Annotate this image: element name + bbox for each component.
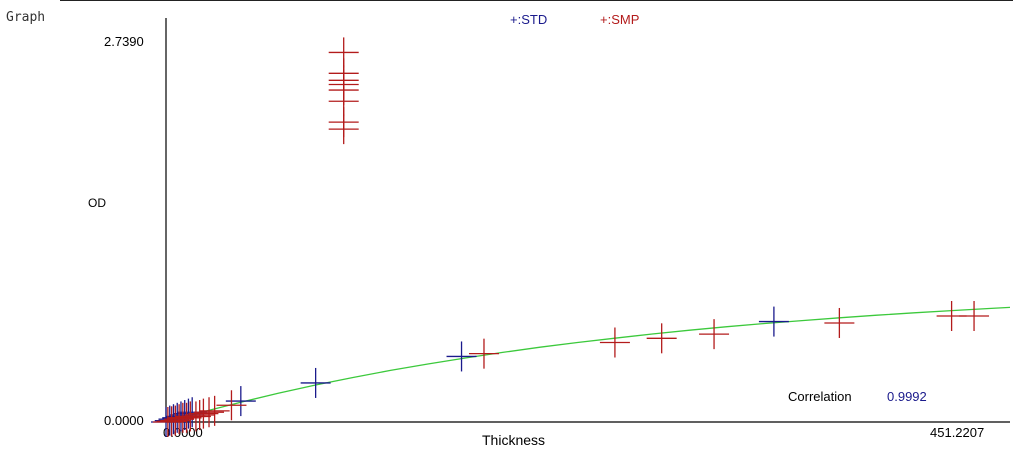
std-point-10 xyxy=(446,341,477,372)
smp-point-21 xyxy=(468,338,499,369)
smp-point-5 xyxy=(171,402,202,433)
x-axis-max-label: 451.2207 xyxy=(930,425,985,440)
smp-point-10 xyxy=(194,397,225,428)
y-axis-min-label: 0.0000 xyxy=(104,413,144,428)
smp-point-8 xyxy=(184,400,215,431)
smp-point-23 xyxy=(646,323,677,354)
y-axis-label: OD xyxy=(88,196,106,210)
legend-std: +:STD xyxy=(510,12,548,27)
x-axis-label: Thickness xyxy=(482,432,546,448)
window-title: Graph xyxy=(6,10,46,25)
std-point-8 xyxy=(225,386,256,417)
smp-point-11 xyxy=(199,395,230,426)
std-point-11 xyxy=(758,306,789,337)
smp-point-12 xyxy=(216,390,247,421)
smp-point-24 xyxy=(699,319,730,350)
smp-point-7 xyxy=(180,401,211,432)
correlation-value: 0.9992 xyxy=(887,389,927,404)
smp-point-0 xyxy=(152,407,183,437)
smp-point-3 xyxy=(164,404,195,435)
y-axis-max-label: 2.7390 xyxy=(104,34,144,49)
smp-point-1 xyxy=(156,406,187,437)
smp-point-2 xyxy=(160,405,191,436)
fit-curve-line xyxy=(165,306,1011,423)
smp-point-20 xyxy=(328,114,359,145)
std-point-9 xyxy=(300,367,331,398)
smp-point-22 xyxy=(599,327,630,358)
smp-point-25 xyxy=(824,307,855,338)
smp-point-9 xyxy=(188,398,219,429)
correlation-label: Correlation xyxy=(788,389,852,404)
legend-smp: +:SMP xyxy=(600,12,640,27)
smp-point-27 xyxy=(959,301,990,332)
top-border xyxy=(60,0,1013,1)
